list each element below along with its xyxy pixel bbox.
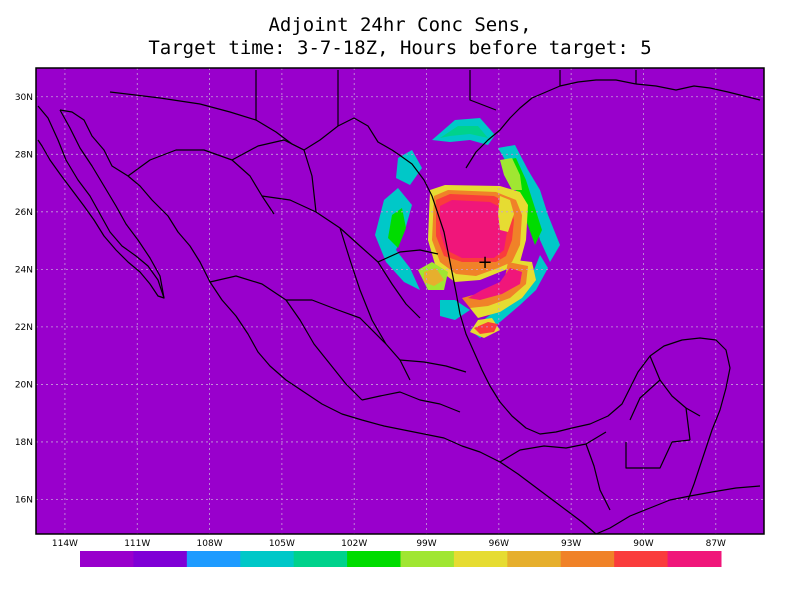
- target-marker: +: [477, 252, 492, 273]
- lon-label: 114W: [52, 539, 78, 549]
- lat-label: 30N: [15, 93, 33, 103]
- lat-label: 26N: [15, 208, 33, 218]
- lat-label: 20N: [15, 380, 33, 390]
- central-america-coast: [595, 485, 761, 534]
- colorbar-swatch: [347, 551, 401, 567]
- baja-east-coast: [59, 109, 165, 299]
- texas-coast: [465, 79, 637, 169]
- contour-orange-southwest: [424, 268, 444, 286]
- lon-label: 111W: [124, 539, 150, 549]
- lat-label: 22N: [15, 323, 33, 333]
- colorbar-swatch: [133, 551, 188, 567]
- colorbar-swatch: [453, 551, 508, 567]
- colorbar-swatch: [560, 551, 615, 567]
- state-border-i: [399, 359, 467, 373]
- lat-label: 24N: [15, 265, 33, 275]
- guatemala-border: [625, 439, 691, 469]
- state-border-l: [585, 443, 611, 511]
- state-border-h: [286, 299, 387, 345]
- colorbar-swatch: [400, 551, 455, 567]
- state-border-j: [361, 391, 461, 413]
- map-title-line-2: Target time: 3-7-18Z, Hours before targe…: [148, 37, 652, 59]
- colorbar-swatch: [80, 551, 134, 567]
- yucatan-borders: [629, 355, 701, 441]
- coastlines-and-borders: [37, 70, 761, 534]
- state-border-k: [499, 431, 607, 463]
- contour-cyan-nw: [396, 150, 422, 185]
- lat-label: 28N: [15, 150, 33, 160]
- colorbar: [80, 551, 722, 567]
- map-title-line-1: Adjoint 24hr Conc Sens,: [268, 14, 532, 36]
- colorbar-swatch: [293, 551, 348, 567]
- state-border-b: [231, 139, 305, 161]
- longitude-labels: 114W 111W 108W 105W 102W 99W 96W 93W 90W 87W: [52, 539, 726, 549]
- baja-west-coast: [37, 105, 165, 299]
- map-background: [36, 68, 764, 534]
- colorbar-swatch: [240, 551, 295, 567]
- state-border-g: [209, 275, 363, 401]
- contour-magenta-core: [440, 200, 508, 258]
- contour-green-west: [388, 208, 406, 248]
- gulf-coast-mexico: [397, 153, 731, 501]
- plot-frame: [35, 67, 765, 535]
- contour-green-north: [440, 126, 488, 138]
- state-border-f: [377, 249, 439, 263]
- contour-red-south: [474, 322, 498, 334]
- contour-cyan-southeast: [470, 255, 548, 338]
- us-interior-border-c: [469, 70, 497, 111]
- us-gulf-north-shore: [635, 83, 761, 101]
- state-border-c: [261, 195, 421, 319]
- contour-magenta-southeast: [468, 268, 522, 300]
- lon-label: 99W: [416, 539, 436, 549]
- lon-label: 96W: [489, 539, 509, 549]
- lat-label: 16N: [15, 495, 33, 505]
- lon-label: 87W: [706, 539, 726, 549]
- contour-lightgreen-north: [500, 158, 522, 190]
- lon-label: 93W: [561, 539, 581, 549]
- colorbar-swatch: [507, 551, 562, 567]
- lon-label: 105W: [269, 539, 295, 549]
- contour-yellow-inner: [498, 196, 514, 232]
- state-border-d: [303, 149, 317, 213]
- colorbar-swatch: [614, 551, 669, 567]
- sensitivity-contours: [375, 118, 560, 338]
- latitude-labels: 30N 28N 26N 24N 22N 20N 18N 16N: [15, 93, 33, 506]
- lon-label: 108W: [197, 539, 223, 549]
- lon-label: 102W: [341, 539, 367, 549]
- colorbar-swatch: [186, 551, 241, 567]
- colorbar-swatch: [667, 551, 722, 567]
- contour-cyan-south: [440, 300, 470, 320]
- lat-lon-grid: [36, 68, 764, 534]
- lon-label: 90W: [633, 539, 653, 549]
- state-border-a: [127, 149, 275, 215]
- lat-label: 18N: [15, 438, 33, 448]
